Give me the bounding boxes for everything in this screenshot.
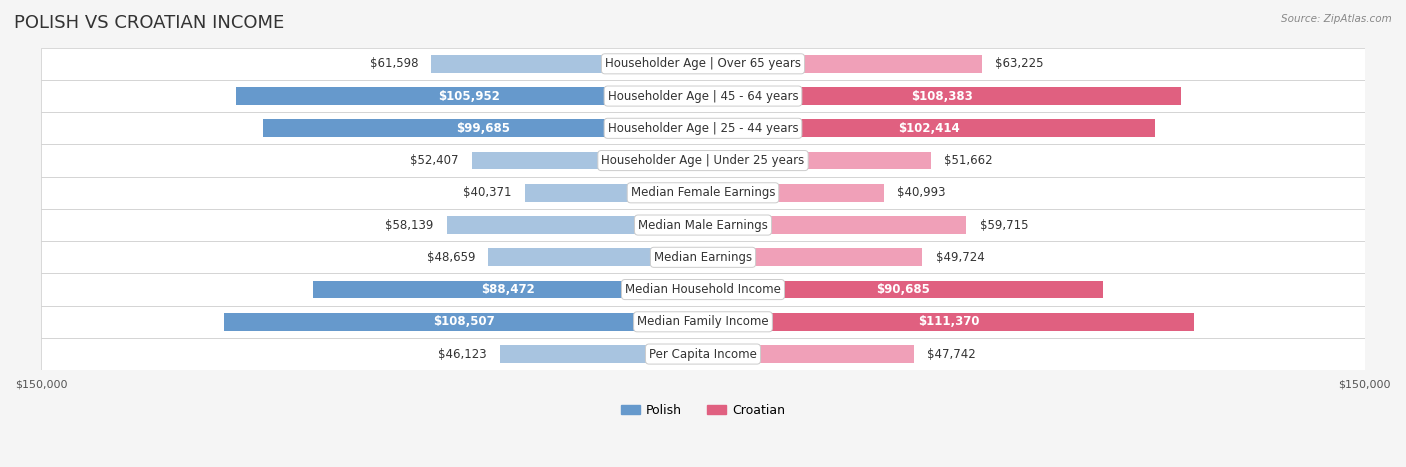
Text: $108,507: $108,507 — [433, 315, 495, 328]
Bar — [41, 112, 1365, 144]
Bar — [703, 248, 922, 266]
Bar — [312, 281, 703, 298]
Legend: Polish, Croatian: Polish, Croatian — [616, 399, 790, 422]
Text: $51,662: $51,662 — [945, 154, 993, 167]
Bar — [524, 184, 703, 202]
Text: $88,472: $88,472 — [481, 283, 534, 296]
Bar — [41, 209, 1365, 241]
Text: Median Male Earnings: Median Male Earnings — [638, 219, 768, 232]
Text: $40,993: $40,993 — [897, 186, 946, 199]
Text: Median Household Income: Median Household Income — [626, 283, 780, 296]
Text: $52,407: $52,407 — [411, 154, 458, 167]
Bar — [703, 184, 884, 202]
Text: $47,742: $47,742 — [927, 347, 976, 361]
Text: Median Female Earnings: Median Female Earnings — [631, 186, 775, 199]
Bar — [703, 281, 1104, 298]
Text: POLISH VS CROATIAN INCOME: POLISH VS CROATIAN INCOME — [14, 14, 284, 32]
Text: $111,370: $111,370 — [918, 315, 980, 328]
Text: $40,371: $40,371 — [463, 186, 512, 199]
Bar — [225, 313, 703, 331]
Text: $108,383: $108,383 — [911, 90, 973, 103]
Bar — [41, 338, 1365, 370]
Text: Median Family Income: Median Family Income — [637, 315, 769, 328]
Bar — [41, 274, 1365, 306]
Bar — [41, 144, 1365, 177]
Bar — [41, 80, 1365, 112]
Bar — [703, 55, 981, 73]
Text: Source: ZipAtlas.com: Source: ZipAtlas.com — [1281, 14, 1392, 24]
Bar — [703, 216, 966, 234]
Bar — [703, 120, 1154, 137]
Bar — [703, 313, 1194, 331]
Text: $48,659: $48,659 — [426, 251, 475, 264]
Bar — [263, 120, 703, 137]
Text: $102,414: $102,414 — [898, 122, 960, 135]
Text: Householder Age | 25 - 44 years: Householder Age | 25 - 44 years — [607, 122, 799, 135]
Text: $90,685: $90,685 — [876, 283, 929, 296]
Text: Householder Age | Under 25 years: Householder Age | Under 25 years — [602, 154, 804, 167]
Text: $99,685: $99,685 — [456, 122, 510, 135]
Bar — [41, 48, 1365, 80]
Text: $59,715: $59,715 — [980, 219, 1028, 232]
Bar — [703, 87, 1181, 105]
Bar — [432, 55, 703, 73]
Bar — [236, 87, 703, 105]
Text: $58,139: $58,139 — [385, 219, 433, 232]
Text: $105,952: $105,952 — [439, 90, 501, 103]
Text: Median Earnings: Median Earnings — [654, 251, 752, 264]
Bar — [447, 216, 703, 234]
Bar — [488, 248, 703, 266]
Text: Per Capita Income: Per Capita Income — [650, 347, 756, 361]
Text: $49,724: $49,724 — [935, 251, 984, 264]
Text: Householder Age | 45 - 64 years: Householder Age | 45 - 64 years — [607, 90, 799, 103]
Text: $46,123: $46,123 — [437, 347, 486, 361]
Bar — [703, 152, 931, 170]
Bar — [499, 345, 703, 363]
Text: $63,225: $63,225 — [995, 57, 1043, 71]
Text: Householder Age | Over 65 years: Householder Age | Over 65 years — [605, 57, 801, 71]
Text: $61,598: $61,598 — [370, 57, 418, 71]
Bar — [703, 345, 914, 363]
Bar — [41, 177, 1365, 209]
Bar — [41, 241, 1365, 274]
Bar — [472, 152, 703, 170]
Bar — [41, 306, 1365, 338]
